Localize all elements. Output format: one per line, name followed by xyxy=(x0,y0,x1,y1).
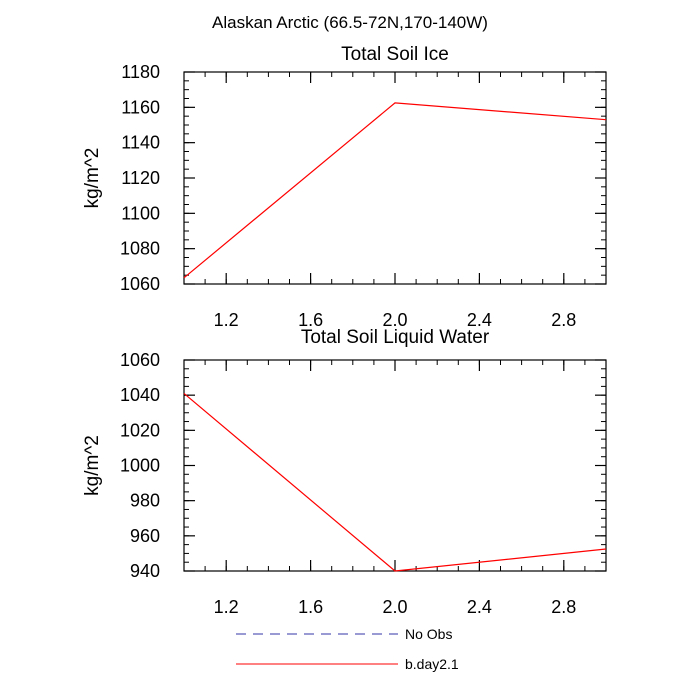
y-tick-label: 1000 xyxy=(120,456,160,476)
y-tick-label: 1020 xyxy=(120,420,160,440)
y-tick-label: 1100 xyxy=(121,203,160,223)
y-tick-label: 1060 xyxy=(120,350,160,370)
x-tick-label: 2.8 xyxy=(551,597,576,617)
chart-panel-soil-liquid-water: Total Soil Liquid Water 1.2 1.6 2.0 2.4 2.8 94… xyxy=(82,327,607,617)
x-tick-label: 1.2 xyxy=(214,310,239,330)
x-tick-label: 2.4 xyxy=(467,597,492,617)
y-tick-label: 1080 xyxy=(120,239,160,259)
y-tick-label: 980 xyxy=(130,491,160,511)
x-tick-label: 2.0 xyxy=(382,310,407,330)
chart-title-soil-ice: Total Soil Ice xyxy=(341,44,449,65)
plot-frame-soil-ice xyxy=(183,71,607,285)
chart-title-soil-liquid-water: Total Soil Liquid Water xyxy=(301,327,490,348)
y-tick-label: 1180 xyxy=(121,62,160,82)
y-tick-label: 940 xyxy=(130,561,160,581)
legend-label-b-day2-1: b.day2.1 xyxy=(405,656,459,672)
legend-label-no-obs: No Obs xyxy=(405,626,452,642)
y-tick-label: 960 xyxy=(130,526,160,546)
plot-frame-soil-liquid-water xyxy=(183,359,607,572)
y-tick-label: 1140 xyxy=(121,133,160,153)
x-tick-label: 1.6 xyxy=(298,597,323,617)
page-title: Alaskan Arctic (66.5-72N,170-140W) xyxy=(212,13,488,32)
y-tick-label: 1040 xyxy=(120,385,160,405)
chart-panel-soil-ice: Total Soil Ice 1.2 1.6 2.0 2.4 2.8 1060 1080 110… xyxy=(82,44,607,330)
x-tick-label: 2.0 xyxy=(382,597,407,617)
x-tick-label: 2.8 xyxy=(551,310,576,330)
series-line-b-day2-1 xyxy=(183,392,607,572)
x-tick-label: 2.4 xyxy=(467,310,492,330)
x-tick-label: 1.6 xyxy=(298,310,323,330)
legend: No Obs b.day2.1 xyxy=(236,626,459,672)
y-axis-label-soil-ice: kg/m^2 xyxy=(82,148,103,209)
series-line-b-day2-1 xyxy=(183,102,607,279)
y-tick-label: 1060 xyxy=(120,274,160,294)
y-tick-label: 1160 xyxy=(121,97,160,117)
y-axis-label-soil-liquid-water: kg/m^2 xyxy=(82,435,103,496)
x-tick-label: 1.2 xyxy=(214,597,239,617)
y-tick-label: 1120 xyxy=(121,168,160,188)
